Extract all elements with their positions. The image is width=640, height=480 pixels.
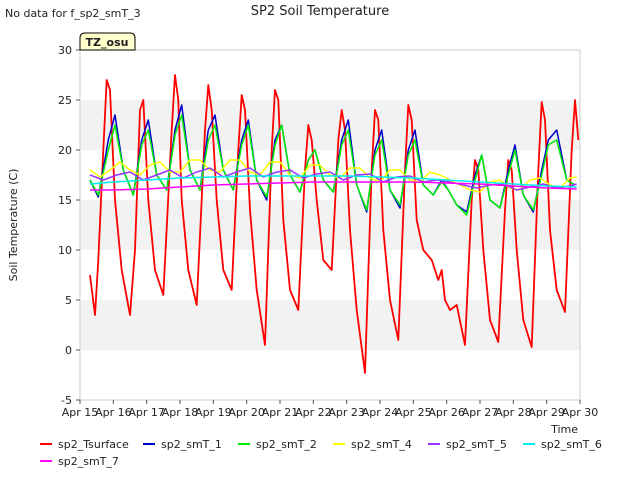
x-tick-label: Apr 23 [328,406,365,419]
legend-label-sp2_smT_5: sp2_smT_5 [446,438,507,451]
x-tick-label: Apr 20 [228,406,265,419]
x-tick-label: Apr 30 [562,406,599,419]
legend-label-sp2_smT_4: sp2_smT_4 [351,438,412,451]
tz-badge-label: TZ_osu [86,36,129,49]
band-3 [80,200,580,250]
x-tick-label: Apr 21 [262,406,299,419]
legend-label-sp2_smT_7: sp2_smT_7 [58,455,119,468]
series-line-sp2_smT_2 [89,114,576,216]
no-data-note: No data for f_sp2_smT_3 [5,7,141,20]
y-axis-label: Soil Temperature (C) [7,169,20,282]
x-tick-label: Apr 26 [428,406,465,419]
x-axis-label: Time [550,423,578,436]
y-axis-ticks: -5 0 5 10 15 20 25 30 [58,44,80,407]
x-tick-label: Apr 27 [462,406,499,419]
x-tick-label: Apr 25 [395,406,432,419]
x-tick-label: Apr 17 [128,406,165,419]
x-tick-label: Apr 16 [95,406,132,419]
x-tick-label: Apr 28 [495,406,532,419]
tz-badge: TZ_osu [79,32,136,51]
band-2 [80,250,580,300]
legend-label-sp2_smT_6: sp2_smT_6 [541,438,602,451]
x-tick-label: Apr 24 [362,406,399,419]
y-tick-label: 15 [58,194,72,207]
x-tick-label: Apr 22 [295,406,332,419]
band-1 [80,300,580,350]
legend: sp2_Tsurface sp2_smT_1 sp2_smT_2 sp2_smT_4 s… [40,438,602,468]
y-tick-label: 30 [58,44,72,57]
plot-frame [79,49,581,401]
series-line-sp2_smT_6 [89,175,577,188]
tz-badge-background [79,32,136,51]
x-tick-label: Apr 19 [195,406,232,419]
band-0 [80,350,580,400]
y-tick-label: 10 [58,244,72,257]
band-6 [80,50,580,100]
series-line-sp2_smT_7 [90,181,577,191]
y-tick-label: 5 [65,294,72,307]
legend-label-sp2_Tsurface: sp2_Tsurface [58,438,129,451]
y-tick-label: -5 [61,394,72,407]
x-tick-label: Apr 29 [528,406,565,419]
series-lines [89,74,580,374]
y-tick-label: 0 [65,344,72,357]
y-tick-label: 20 [58,144,72,157]
chart-title: SP2 Soil Temperature [251,4,389,19]
legend-label-sp2_smT_2: sp2_smT_2 [256,438,317,451]
series-line-sp2_Tsurface [89,74,580,374]
x-tick-label: Apr 18 [162,406,199,419]
x-tick-label: Apr 15 [62,406,99,419]
y-tick-label: 25 [58,94,72,107]
legend-label-sp2_smT_1: sp2_smT_1 [161,438,222,451]
band-5 [80,100,580,150]
